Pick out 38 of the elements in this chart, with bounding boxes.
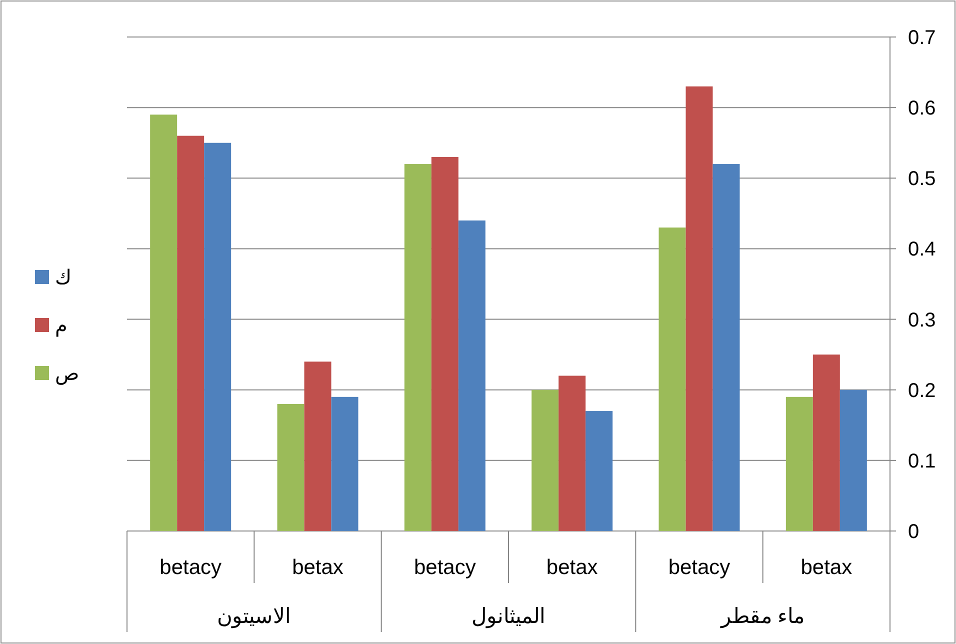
- x-tick-label: betacy: [668, 556, 731, 579]
- bar: [532, 390, 559, 531]
- text: الاسيتون: [217, 605, 292, 628]
- y-tick-label: 0.7: [908, 27, 936, 49]
- bar: [658, 228, 686, 531]
- y-tick-label: 0.6: [908, 98, 936, 120]
- bar: [431, 156, 458, 531]
- y-tick-label: 0.5: [908, 168, 936, 190]
- legend-label: ص: [55, 363, 79, 385]
- bar: [712, 164, 740, 531]
- bar: [786, 396, 813, 531]
- bar: [458, 220, 486, 531]
- bar: [304, 362, 332, 531]
- x-tick-label: betacy: [414, 556, 476, 579]
- legend-label: م: [55, 315, 67, 337]
- text: الميثانول: [472, 605, 546, 628]
- x-tick-label: betax: [546, 556, 598, 579]
- bar: [204, 142, 232, 531]
- y-tick-label: 0: [908, 521, 920, 543]
- bar: [586, 411, 613, 531]
- x-tick-label: betax: [292, 556, 344, 579]
- y-tick-label: 0.4: [908, 238, 936, 261]
- text: ماء مقطر: [720, 605, 805, 628]
- bar: [277, 404, 304, 531]
- bar: [686, 86, 713, 531]
- bar: [177, 136, 204, 531]
- bar: [558, 376, 586, 531]
- y-tick-label: 0.1: [908, 450, 936, 472]
- y-tick-label: 0.3: [908, 309, 936, 332]
- x-tick-label: betacy: [160, 556, 222, 579]
- y-tick-label: 0.2: [908, 380, 936, 402]
- x-tick-label: betax: [800, 556, 853, 579]
- bar: [150, 114, 178, 531]
- bar: [404, 164, 432, 531]
- bar: [840, 390, 867, 531]
- bar: [331, 396, 358, 531]
- bar: [812, 354, 840, 531]
- legend-label: ك: [55, 267, 71, 289]
